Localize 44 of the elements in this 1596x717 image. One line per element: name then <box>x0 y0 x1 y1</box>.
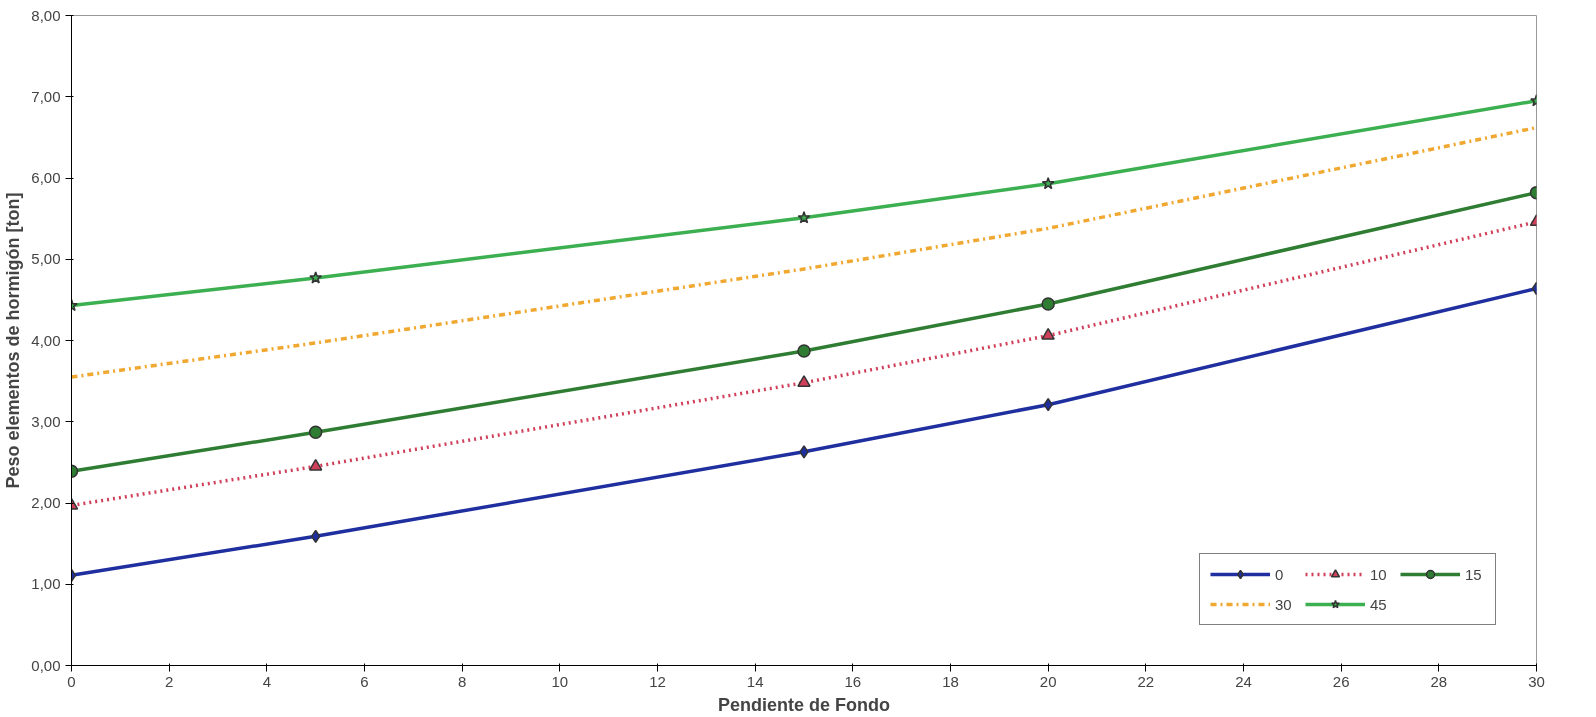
point <box>1041 297 1055 311</box>
y-tick-label: 6,00 <box>31 169 61 186</box>
x-axis-title: Pendiente de Fondo <box>718 694 891 715</box>
x-tick-label: 6 <box>360 672 369 690</box>
x-tick-label: 16 <box>844 672 862 690</box>
y-tick-label: 4,00 <box>31 331 61 349</box>
point <box>797 211 811 224</box>
y-tick-label: 3,00 <box>31 412 61 430</box>
point <box>797 344 811 358</box>
point <box>797 375 811 387</box>
x-tick-label: 22 <box>1137 672 1155 690</box>
x-tick-label: 28 <box>1430 672 1448 690</box>
x-tick-label: 4 <box>262 672 272 690</box>
legend-label: 10 <box>1370 565 1388 583</box>
y-tick-label: 0,00 <box>31 656 61 674</box>
x-tick-label: 12 <box>649 672 666 690</box>
y-tick-label: 1,00 <box>31 575 61 593</box>
x-tick-label: 30 <box>1528 672 1545 690</box>
point <box>308 458 323 471</box>
point <box>1041 176 1055 190</box>
legend-label: 0 <box>1275 565 1285 583</box>
y-tick-label: 5,00 <box>31 250 61 268</box>
y-tick-label: 7,00 <box>31 87 61 105</box>
x-tick-label: 24 <box>1235 672 1252 690</box>
point <box>309 271 323 284</box>
x-tick-label: 8 <box>458 672 467 690</box>
point <box>799 445 809 459</box>
line-series <box>71 125 1537 379</box>
y-tick-label: 2,00 <box>31 494 61 511</box>
legend-label: 15 <box>1465 565 1483 583</box>
x-tick-label: 20 <box>1039 672 1057 690</box>
x-tick-label: 10 <box>551 672 569 690</box>
legend-label: 45 <box>1370 595 1388 613</box>
x-tick-label: 18 <box>942 672 959 690</box>
x-tick-label: 26 <box>1332 672 1350 690</box>
point <box>308 425 323 440</box>
point <box>310 529 321 544</box>
x-tick-label: 14 <box>746 672 764 690</box>
point <box>1041 327 1055 340</box>
y-tick-label: 8,00 <box>31 6 61 24</box>
y-axis-title: Peso elementos de hormigón [ton] <box>3 192 24 489</box>
x-tick-label: 2 <box>165 672 174 690</box>
x-tick-label: 0 <box>67 672 76 690</box>
legend-label: 30 <box>1275 595 1293 613</box>
